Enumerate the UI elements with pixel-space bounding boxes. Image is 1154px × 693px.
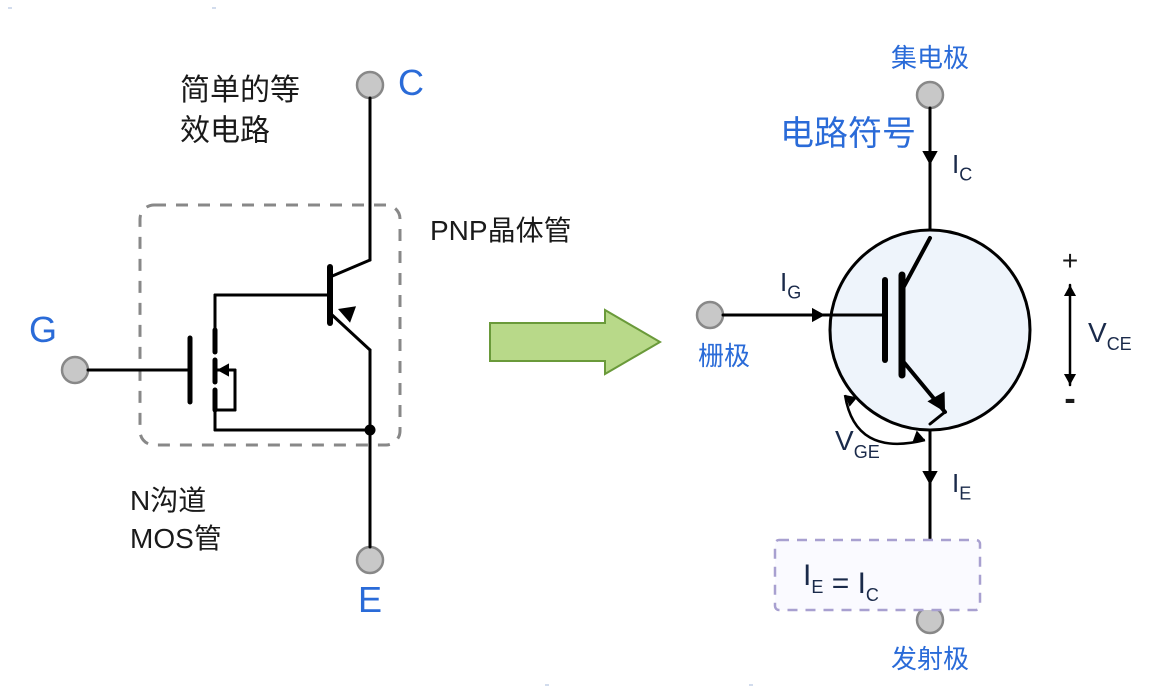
collector-label: 集电极	[891, 43, 969, 73]
wire	[330, 260, 370, 277]
ig-label: IG	[780, 267, 801, 302]
arrow-head	[913, 431, 925, 442]
terminal-g	[62, 357, 88, 383]
arrow-head	[812, 308, 825, 322]
vce-plus: +	[1062, 245, 1078, 276]
arrow-head	[338, 306, 356, 323]
diagram-canvas: C G E 简单的等效电路 PNP晶体管 N沟道MOS管 电路符号 集电极 IC 发射极 IE 栅极 I…	[0, 0, 1154, 693]
terminal-c	[357, 72, 383, 98]
mos-label: N沟道MOS管	[130, 485, 222, 554]
ie-label: IE	[952, 468, 971, 503]
arrow-head	[1064, 285, 1076, 296]
arrow-head	[217, 363, 229, 376]
gate-label: 栅极	[698, 341, 750, 371]
ic-label: IC	[952, 149, 972, 184]
terminal-e	[357, 547, 383, 573]
terminal-e-label: E	[358, 579, 382, 620]
terminal-collector	[917, 82, 943, 108]
terminal-gate	[697, 302, 723, 328]
equiv-dashed-box	[140, 205, 400, 445]
implies-arrow	[490, 310, 660, 374]
terminal-c-label: C	[398, 62, 424, 103]
emitter-label: 发射极	[891, 644, 969, 674]
pnp-label: PNP晶体管	[430, 215, 572, 246]
symbol-title: 电路符号	[780, 115, 916, 153]
arrow-head	[922, 471, 937, 485]
equiv-title: 简单的等效电路	[180, 74, 300, 148]
vce-label: VCE	[1088, 317, 1132, 354]
terminal-g-label: G	[29, 309, 57, 350]
arrow-head	[922, 151, 937, 165]
vge-label: VGE	[835, 425, 880, 462]
